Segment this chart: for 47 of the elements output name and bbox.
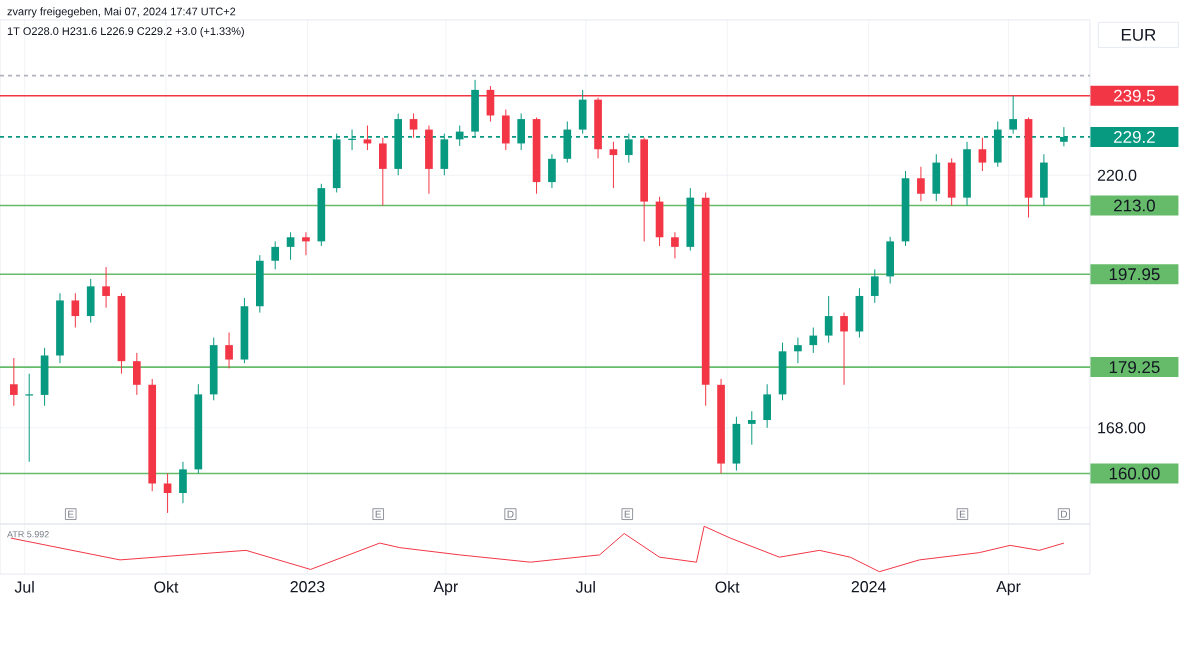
candlestick (671, 231, 679, 259)
candlestick (870, 268, 879, 304)
candlestick (947, 157, 956, 207)
candlestick (71, 292, 80, 329)
candlestick (932, 153, 941, 202)
candlestick (163, 472, 172, 514)
candlestick (302, 231, 310, 256)
candlestick (40, 347, 49, 407)
candlestick (225, 332, 233, 369)
candlestick (86, 278, 95, 324)
candlestick (9, 357, 18, 407)
candlestick (917, 166, 925, 202)
ref-line-label: 179.25 (1109, 361, 1160, 374)
candlestick (425, 125, 433, 195)
candlestick (378, 137, 387, 207)
candlestick (763, 383, 772, 429)
candlestick (179, 461, 187, 504)
ref-line-label: 213.0 (1114, 199, 1155, 212)
candlestick (824, 295, 833, 344)
ref-line-label: 239.5 (1114, 89, 1155, 102)
candlestick (855, 287, 864, 339)
ref-line-label: 197.95 (1109, 268, 1160, 281)
candlestick (794, 337, 802, 364)
candlestick (840, 312, 848, 386)
candlestick (886, 236, 894, 284)
candlestick (732, 416, 741, 472)
candlestick (978, 137, 987, 172)
candlestick (271, 240, 280, 270)
candlestick (132, 352, 141, 396)
candlestick (778, 342, 787, 401)
candlestick (609, 141, 618, 189)
candlestick (286, 231, 295, 261)
candlestick (363, 125, 372, 151)
candlestick (1009, 95, 1017, 135)
candlestick (809, 327, 818, 354)
y-axis-title: EUR (1121, 28, 1156, 41)
candlestick (1040, 153, 1048, 207)
ref-line-label: 229.2 (1114, 130, 1155, 143)
candlestick (255, 254, 264, 314)
candlestick (102, 266, 110, 309)
candlestick (747, 410, 756, 446)
candlestick (409, 112, 418, 139)
candlestick (578, 89, 587, 135)
ref-line-label: 160.00 (1109, 467, 1160, 480)
candlestick (24, 373, 34, 463)
candlestick (548, 153, 556, 189)
candlestick (501, 109, 510, 151)
